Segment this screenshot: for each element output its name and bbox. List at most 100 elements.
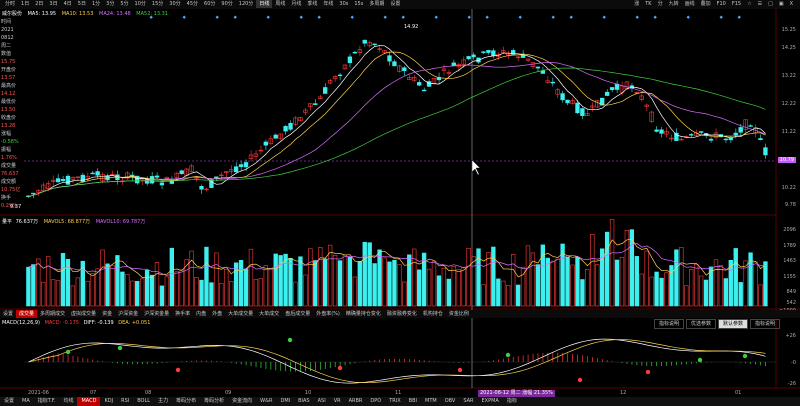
period-tab-5[interactable]: 5日	[77, 1, 86, 7]
period-tab-2[interactable]: 2日	[35, 1, 44, 7]
bottom-tab-3[interactable]: 均线	[63, 398, 74, 404]
bottom-tab-12[interactable]: W&R	[260, 398, 273, 404]
indicator-tab-11[interactable]: 大单成交	[259, 311, 280, 317]
bottom-tab-4[interactable]: MACD	[77, 397, 101, 406]
period-tab-6[interactable]: 1分	[91, 1, 101, 7]
period-tab-3[interactable]: 3日	[49, 1, 58, 7]
volume-bar	[565, 256, 570, 307]
toolbar-tool-4[interactable]: 画线	[684, 1, 695, 7]
bottom-tab-14[interactable]: BIAS	[298, 398, 310, 404]
toolbar-tool-6[interactable]: F10	[716, 1, 726, 7]
macd-name: MACD(12,26,9)	[2, 320, 40, 326]
signal-marker-icon	[317, 15, 321, 19]
period-tab-11[interactable]: 30分	[169, 1, 181, 7]
candle-body	[565, 99, 570, 104]
period-tab-24[interactable]: 设置	[390, 1, 401, 7]
toolbar-tool-3[interactable]: 九转	[668, 1, 679, 7]
macd-button-1[interactable]: 优选参数	[685, 319, 716, 329]
indicator-tab-7[interactable]: 换手率	[175, 311, 191, 317]
indicator-tab-15[interactable]: 融资融券变化	[386, 311, 417, 317]
indicator-tab-8[interactable]: 内盘	[196, 311, 207, 317]
candle-body	[644, 104, 649, 107]
macd-button-3[interactable]: 指标说明	[749, 319, 780, 329]
toolbar-tool-7[interactable]: F15	[731, 1, 742, 7]
bottom-tab-1[interactable]: MA	[22, 398, 30, 404]
bottom-tab-7[interactable]: BOLL	[137, 398, 151, 404]
macd-button-2[interactable]: 默认参数	[717, 319, 748, 329]
bottom-tab-21[interactable]: MTM	[425, 398, 437, 404]
indicator-tab-17[interactable]: 资金比例	[448, 311, 469, 317]
toolbar-tool-2[interactable]: 分	[657, 1, 663, 7]
toolbar-tool-0[interactable]: 涨	[634, 1, 640, 7]
bottom-tab-17[interactable]: ARBR	[348, 398, 363, 404]
indicator-tab-4[interactable]: 资金	[102, 311, 113, 317]
volume-bar	[461, 266, 466, 307]
candle-body	[585, 113, 590, 116]
bottom-tab-11[interactable]: 资金流向	[232, 398, 253, 404]
period-tab-19[interactable]: 季线	[307, 1, 318, 7]
indicator-tab-10[interactable]: 大单成交量	[228, 311, 254, 317]
macd-signal-dot	[577, 377, 583, 383]
candle-body	[90, 172, 95, 175]
volume-bar	[347, 257, 353, 307]
period-tab-7[interactable]: 3分	[106, 1, 115, 7]
period-tab-23[interactable]: 多周期	[369, 1, 385, 7]
period-tab-0[interactable]: 分时	[5, 1, 16, 7]
period-tab-13[interactable]: 60分	[204, 1, 216, 7]
bottom-tab-20[interactable]: BBI	[408, 398, 417, 404]
indicator-tab-12[interactable]: 盘后成交量	[285, 311, 311, 317]
bottom-tab-6[interactable]: RSI	[121, 398, 130, 404]
toolbar-tool-1[interactable]: TK	[645, 1, 652, 7]
indicator-tab-9[interactable]: 外盘	[212, 311, 223, 317]
period-tab-20[interactable]: 年线	[323, 1, 334, 7]
indicator-tab-14[interactable]: 精确量持仓变化	[345, 311, 381, 317]
bottom-tab-15[interactable]: ASI	[317, 398, 326, 404]
period-tab-4[interactable]: 4日	[63, 1, 72, 7]
period-tab-22[interactable]: 15s	[354, 1, 364, 7]
bottom-tab-0[interactable]: 设置	[4, 398, 15, 404]
bottom-tab-23[interactable]: SAR	[463, 398, 474, 404]
period-tab-17[interactable]: 周线	[275, 1, 286, 7]
indicator-tab-0[interactable]: 设置	[3, 311, 14, 317]
bottom-tab-22[interactable]: OBV	[444, 398, 456, 404]
candle-body	[481, 51, 486, 53]
indicator-tab-6[interactable]: 沪深资金量	[144, 311, 170, 317]
bottom-tab-9[interactable]: 筹码分布	[176, 398, 197, 404]
period-tab-1[interactable]: 1日	[21, 1, 30, 7]
indicator-tab-2[interactable]: 多周期成交	[40, 311, 66, 317]
period-tab-18[interactable]: 月线	[291, 1, 302, 7]
toolbar-tool-8[interactable]: ☆	[747, 1, 752, 7]
bottom-tab-19[interactable]: TRIX	[389, 398, 401, 404]
macd-button-0[interactable]: 指标说明	[653, 319, 684, 329]
toolbar-tool-12[interactable]: X	[789, 1, 793, 7]
toolbar-tool-9[interactable]: ☰	[757, 1, 763, 7]
bottom-tab-2[interactable]: 指标T.F.	[37, 398, 56, 404]
period-tab-10[interactable]: 15分	[151, 1, 164, 7]
period-tab-14[interactable]: 90分	[221, 1, 233, 7]
candle-body	[382, 50, 387, 54]
indicator-tab-5[interactable]: 沪深资金	[118, 311, 139, 317]
bottom-tab-25[interactable]: 指标	[506, 398, 517, 404]
period-tab-21[interactable]: 30s	[339, 1, 349, 7]
bottom-tab-10[interactable]: 筹码分析	[204, 398, 225, 404]
price-axis-label-0: 15.25	[781, 27, 796, 33]
toolbar-tool-10[interactable]: □	[768, 1, 773, 7]
period-tab-16[interactable]: 日线	[256, 0, 273, 8]
bottom-tab-18[interactable]: DPO	[370, 398, 382, 404]
toolbar-tool-11[interactable]: ▣	[778, 1, 784, 7]
bottom-tab-8[interactable]: 主力	[158, 398, 169, 404]
bottom-tab-16[interactable]: VR	[333, 398, 341, 404]
kline-chart[interactable]	[0, 0, 800, 397]
period-tab-9[interactable]: 10分	[134, 1, 146, 7]
toolbar-tool-5[interactable]: 叠加	[700, 1, 711, 7]
period-tab-8[interactable]: 5分	[120, 1, 129, 7]
indicator-tab-3[interactable]: 虚拟成交量	[71, 311, 97, 317]
period-tab-15[interactable]: 120分	[238, 1, 254, 7]
bottom-tab-13[interactable]: DMI	[280, 398, 291, 404]
bottom-tab-24[interactable]: EXPMA	[481, 398, 499, 404]
period-tab-12[interactable]: 45分	[186, 1, 199, 7]
indicator-tab-13[interactable]: 外盘率(%)	[316, 311, 340, 317]
bottom-tab-5[interactable]: KDJ	[104, 398, 114, 404]
indicator-tab-16[interactable]: 机构持仓	[422, 311, 443, 317]
indicator-tab-1[interactable]: 成交量	[16, 310, 38, 318]
